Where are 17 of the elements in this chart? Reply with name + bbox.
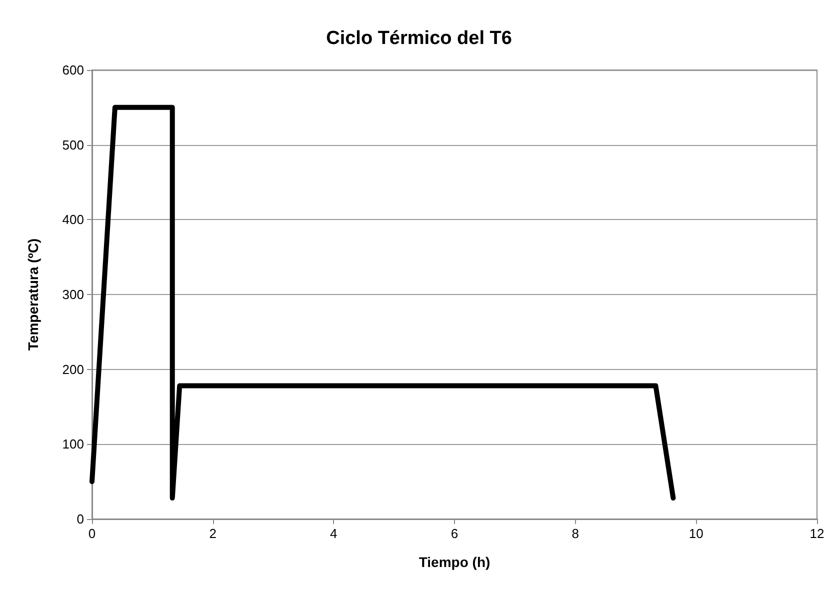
y-axis-title: Temperatura (ºC) — [25, 238, 41, 351]
y-tick-label: 200 — [62, 362, 84, 377]
x-tick-label: 8 — [572, 526, 579, 541]
y-tick-label: 0 — [76, 512, 84, 526]
x-tick-label: 10 — [688, 526, 704, 541]
y-tick-label: 500 — [62, 137, 84, 152]
y-tick-label: 300 — [62, 287, 84, 302]
chart-title: Ciclo Térmico del T6 — [326, 28, 512, 49]
y-tick-label: 600 — [62, 62, 84, 78]
x-tick-label: 12 — [810, 526, 824, 541]
x-axis-title: Tiempo (h) — [418, 554, 490, 570]
y-tick-label: 100 — [62, 436, 84, 452]
y-tick-label: 400 — [62, 212, 84, 228]
x-tick-label: 6 — [450, 526, 458, 541]
x-tick-label: 0 — [88, 526, 96, 541]
x-tick-label: 2 — [209, 526, 216, 541]
x-tick-label: 4 — [330, 526, 338, 541]
